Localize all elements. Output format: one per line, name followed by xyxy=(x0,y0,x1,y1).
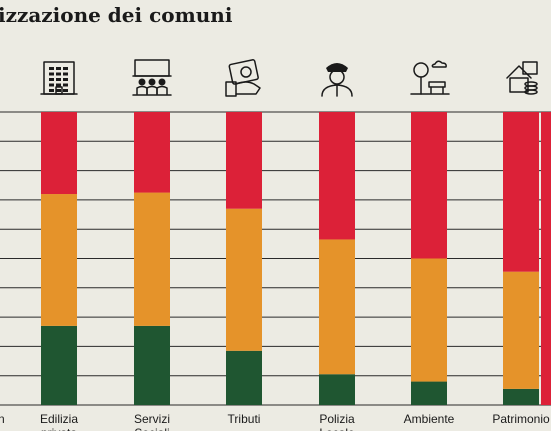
category-label: Ambiente xyxy=(404,412,455,426)
partial-bar xyxy=(541,112,551,405)
bar-segment xyxy=(319,374,355,405)
partial-label: n xyxy=(0,412,5,426)
gridlines xyxy=(0,111,551,406)
chart-title: izzazione dei comuni xyxy=(0,3,233,27)
bar-segment xyxy=(319,239,355,375)
bar-segment xyxy=(134,325,170,405)
bar-segment xyxy=(319,112,355,240)
bar-stack xyxy=(411,112,447,405)
bar-segment xyxy=(41,194,77,326)
bar-stack xyxy=(319,112,355,405)
property-icon xyxy=(506,61,538,95)
bar-segment xyxy=(226,112,262,209)
bar-stack xyxy=(41,112,77,405)
bar-stack xyxy=(134,112,170,405)
bar-segment xyxy=(503,388,539,405)
environment-icon xyxy=(410,60,450,95)
bar-segment xyxy=(411,381,447,405)
bar-segment xyxy=(503,112,539,272)
category-label: Patrimonio xyxy=(492,412,550,426)
bar-segment xyxy=(41,112,77,195)
bar-segment xyxy=(226,350,262,405)
category-label: Tributi xyxy=(228,412,261,426)
bar-segment xyxy=(411,258,447,382)
taxes-icon xyxy=(225,59,261,97)
police-officer-icon xyxy=(321,63,353,97)
bar-segment xyxy=(411,112,447,259)
category-label: Ediliziaprivata xyxy=(40,412,78,431)
bar-segment xyxy=(226,208,262,351)
office-building-icon xyxy=(40,61,78,95)
bar-stack xyxy=(226,112,262,405)
bar-segment xyxy=(134,112,170,193)
bar-segment xyxy=(134,192,170,326)
category-label: ServiziSociali xyxy=(134,412,170,431)
bar-segment xyxy=(41,325,77,405)
social-services-icon xyxy=(132,59,172,96)
category-label: PoliziaLocale xyxy=(319,412,355,431)
bar-segment xyxy=(503,271,539,389)
bar-stack xyxy=(503,112,539,405)
